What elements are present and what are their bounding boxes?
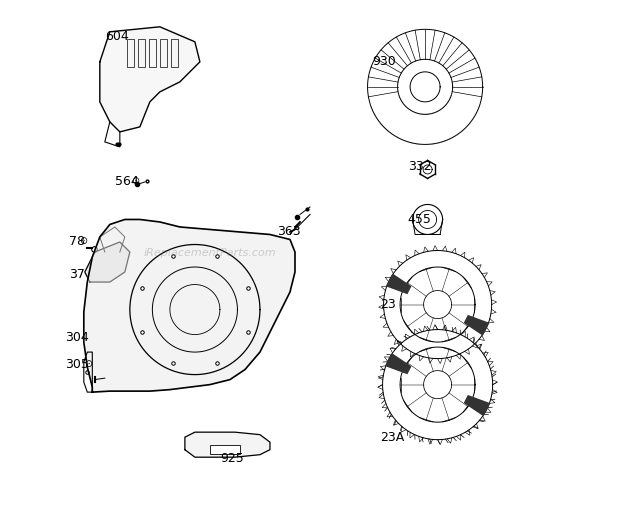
Text: 930: 930 xyxy=(373,55,396,68)
Polygon shape xyxy=(85,242,130,282)
Polygon shape xyxy=(464,316,489,335)
Bar xyxy=(127,40,134,68)
Text: 23A: 23A xyxy=(380,430,404,443)
Polygon shape xyxy=(387,275,410,294)
Polygon shape xyxy=(100,28,200,133)
Bar xyxy=(171,40,178,68)
Bar xyxy=(161,40,167,68)
Text: 604: 604 xyxy=(105,30,128,43)
Polygon shape xyxy=(464,396,489,416)
Text: ⊙: ⊙ xyxy=(84,359,92,368)
Text: 37: 37 xyxy=(69,268,85,280)
Polygon shape xyxy=(84,220,295,392)
Bar xyxy=(149,40,156,68)
Polygon shape xyxy=(185,432,270,457)
Polygon shape xyxy=(386,354,410,374)
Text: 564: 564 xyxy=(115,175,139,188)
Polygon shape xyxy=(370,96,480,145)
Text: 304: 304 xyxy=(64,330,89,343)
Text: 78: 78 xyxy=(69,235,85,248)
Text: iReplacementParts.com: iReplacementParts.com xyxy=(144,247,277,258)
Text: 925: 925 xyxy=(220,451,244,464)
Bar xyxy=(210,445,240,454)
Bar xyxy=(138,40,145,68)
Text: 455: 455 xyxy=(407,213,432,226)
Text: 305: 305 xyxy=(64,358,89,370)
Text: 23: 23 xyxy=(380,297,396,311)
Text: 363: 363 xyxy=(278,225,301,238)
Text: ⊙: ⊙ xyxy=(131,176,139,185)
Text: 332: 332 xyxy=(407,160,432,173)
Text: ⊙: ⊙ xyxy=(79,235,87,245)
